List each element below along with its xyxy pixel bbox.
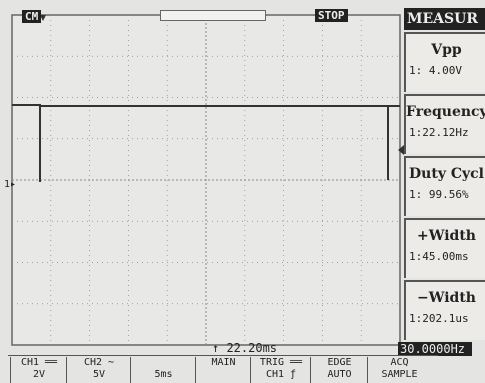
measure-value: 1:22.12Hz	[409, 126, 485, 139]
measure-label: Vpp	[406, 42, 485, 58]
menu-button[interactable]: TRIG ══CH1 ƒ	[250, 357, 311, 383]
run-mode: CM	[22, 10, 41, 23]
memory-bar	[160, 10, 266, 21]
menu-text: 2V	[11, 369, 67, 381]
menu-text: EDGE	[311, 357, 368, 369]
acquisition-status: STOP	[315, 9, 348, 22]
menu-text: CH1 ══	[11, 357, 67, 369]
measure-value: 1:202.1us	[409, 312, 485, 325]
measure-title: MEASUR	[404, 8, 485, 30]
time-offset: ↑ 22.20ms	[212, 341, 277, 355]
menu-button[interactable]: CH2 ∼5V	[66, 357, 131, 383]
measure-item: +Width 1:45.00ms	[404, 218, 485, 278]
menu-text: 5ms	[131, 369, 196, 381]
menu-text: AUTO	[311, 369, 368, 381]
measure-label: −Width	[406, 290, 485, 306]
menu-text: SAMPLE	[368, 369, 431, 381]
menu-button[interactable]: CH1 ══2V	[10, 357, 67, 383]
menu-text: CH2 ∼	[67, 357, 131, 369]
measure-label: Frequency	[406, 104, 485, 120]
measure-item: −Width 1:202.1us	[404, 280, 485, 340]
oscilloscope-screen: CM STOP 1▸ MEASUR Vpp 1: 4.00V Frequency 1:…	[0, 0, 485, 383]
menu-divider	[8, 355, 438, 356]
time-offset-value: 22.20ms	[226, 341, 277, 355]
menu-text: TRIG ══	[251, 357, 311, 369]
measure-value: 1: 99.56%	[409, 188, 485, 201]
menu-text: 5V	[67, 369, 131, 381]
channel-marker: 1▸	[4, 179, 16, 190]
measure-item: Vpp 1: 4.00V	[404, 32, 485, 92]
menu-button[interactable]: 5ms	[130, 357, 196, 383]
measure-item: Frequency 1:22.12Hz	[404, 94, 485, 154]
trigger-frequency: 30.0000Hz	[398, 342, 472, 356]
measure-label: +Width	[406, 228, 485, 244]
measure-value: 1: 4.00V	[409, 64, 485, 77]
measure-value: 1:45.00ms	[409, 250, 485, 263]
measure-item: Duty Cycl 1: 99.56%	[404, 156, 485, 216]
measure-label: Duty Cycl	[406, 166, 485, 182]
menu-text: CH1 ƒ	[251, 369, 311, 381]
menu-text: ACQ	[368, 357, 431, 369]
menu-button[interactable]: MAIN	[195, 357, 251, 383]
menu-text: MAIN	[196, 357, 251, 369]
